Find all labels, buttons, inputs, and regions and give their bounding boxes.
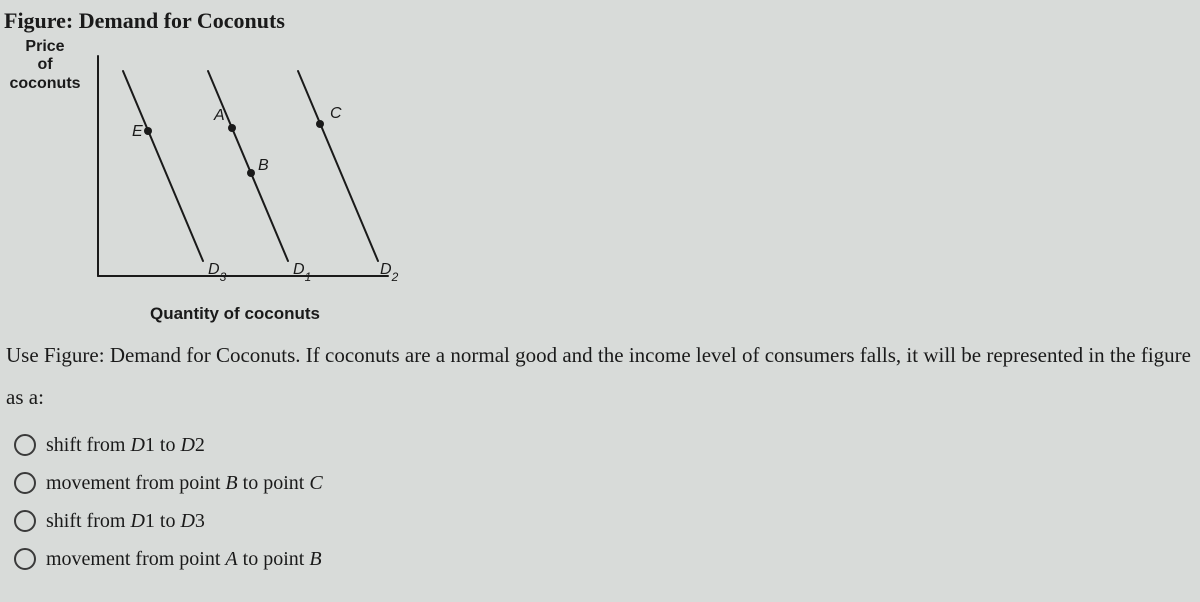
svg-text:A: A: [213, 107, 225, 124]
option-label: shift from D1 to D3: [46, 511, 205, 531]
figure-title: Figure: Demand for Coconuts: [4, 8, 1200, 34]
ylabel-line1: Price: [25, 38, 64, 55]
svg-text:D1: D1: [293, 261, 311, 284]
radio-icon[interactable]: [14, 548, 36, 570]
svg-text:D3: D3: [208, 261, 227, 284]
option-row[interactable]: movement from point A to point B: [14, 548, 1200, 570]
option-label: movement from point B to point C: [46, 473, 323, 493]
svg-text:B: B: [258, 157, 269, 174]
demand-chart: E A B C D3 D1 D2: [88, 46, 408, 296]
question-text: Use Figure: Demand for Coconuts. If coco…: [6, 334, 1192, 418]
radio-icon[interactable]: [14, 434, 36, 456]
radio-icon[interactable]: [14, 510, 36, 532]
svg-text:D2: D2: [380, 261, 399, 284]
option-label: movement from point A to point B: [46, 549, 322, 569]
option-label: shift from D1 to D2: [46, 435, 205, 455]
y-axis-label: Price of coconuts: [0, 38, 90, 93]
ylabel-line3: coconuts: [9, 75, 80, 92]
option-row[interactable]: shift from D1 to D2: [14, 434, 1200, 456]
page-root: Figure: Demand for Coconuts Price of coc…: [0, 0, 1200, 570]
ylabel-line2: of: [37, 56, 52, 73]
radio-icon[interactable]: [14, 472, 36, 494]
svg-text:E: E: [132, 123, 143, 140]
options-list: shift from D1 to D2 movement from point B…: [14, 434, 1200, 570]
chart-container: Price of coconuts E A B C D3 D1 D2 Quantity of…: [0, 38, 420, 328]
option-row[interactable]: movement from point B to point C: [14, 472, 1200, 494]
option-row[interactable]: shift from D1 to D3: [14, 510, 1200, 532]
x-axis-label: Quantity of coconuts: [150, 304, 320, 324]
svg-text:C: C: [330, 105, 342, 122]
